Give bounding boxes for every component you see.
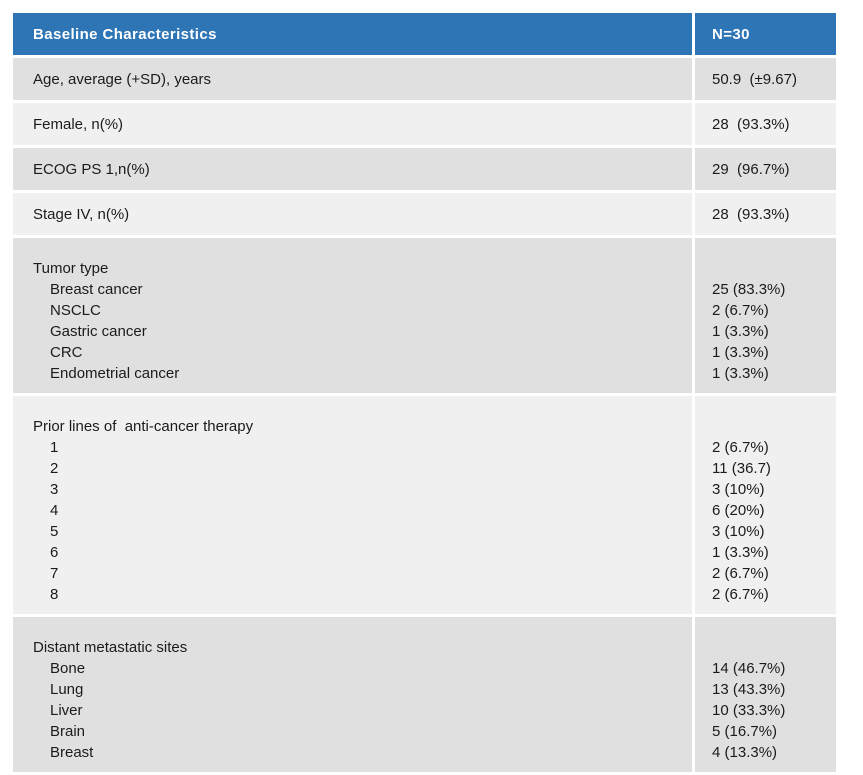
group-item-value: 1 (3.3%) (712, 344, 769, 361)
group-item-value: 3 (10%) (712, 481, 765, 498)
header-title: Baseline Characteristics (13, 13, 692, 55)
row-value: 29 (96.7%) (712, 160, 790, 178)
group-item-label: 4 (50, 502, 59, 519)
group-value-spacer (695, 416, 836, 437)
table-group-row: Tumor type Breast cancer NSCLC Gastric canc… (13, 238, 836, 393)
label-cell: Tumor type Breast cancer NSCLC Gastric canc… (13, 238, 692, 393)
group-title: Prior lines of anti-cancer therapy (33, 418, 254, 435)
group-item-value: 6 (20%) (712, 502, 765, 519)
table-row: Stage IV, n(%) 28 (93.3%) (13, 193, 836, 235)
group-item-label: Brain (50, 723, 86, 740)
value-cell: 28 (93.3%) (692, 193, 836, 235)
table-header-row: Baseline Characteristics N=30 (13, 13, 836, 55)
table-group-row: Prior lines of anti-cancer therapy 1 2 3 4 5 6… (13, 396, 836, 614)
value-cell: 14 (46.7%) 13 (43.3%) 10 (33.3%) 5 (16.7%) 4… (692, 617, 836, 772)
group-item-label: 6 (50, 544, 59, 561)
group-item-value: 25 (83.3%) (712, 281, 786, 298)
table-row: ECOG PS 1,n(%) 29 (96.7%) (13, 148, 836, 190)
group-item-value: 2 (6.7%) (712, 565, 769, 582)
value-cell: 28 (93.3%) (692, 103, 836, 145)
group-item-value: 1 (3.3%) (712, 544, 769, 561)
group-item-value: 10 (33.3%) (712, 702, 786, 719)
group-item-value: 2 (6.7%) (712, 586, 769, 603)
group-item-label: 7 (50, 565, 59, 582)
value-cell: 50.9 (±9.67) (692, 58, 836, 100)
group-item-value: 2 (6.7%) (712, 439, 769, 456)
group-item-label: NSCLC (50, 302, 101, 319)
label-cell: Female, n(%) (13, 103, 692, 145)
label-cell: Prior lines of anti-cancer therapy 1 2 3 4 5 6… (13, 396, 692, 614)
label-cell: Distant metastatic sites Bone Lung Liver Bra… (13, 617, 692, 772)
value-cell: 29 (96.7%) (692, 148, 836, 190)
table-group-row: Distant metastatic sites Bone Lung Liver Bra… (13, 617, 836, 772)
group-item-value: 13 (43.3%) (712, 681, 786, 698)
group-item-label: Breast cancer (50, 281, 143, 298)
row-label: Stage IV, n(%) (33, 205, 130, 223)
group-item-value: 5 (16.7%) (712, 723, 778, 740)
table-row: Age, average (+SD), years 50.9 (±9.67) (13, 58, 836, 100)
baseline-characteristics-table: Baseline Characteristics N=30 Age, avera… (13, 13, 836, 775)
group-item-label: Endometrial cancer (50, 365, 180, 382)
group-item-value: 2 (6.7%) (712, 302, 769, 319)
group-item-label: Lung (50, 681, 84, 698)
group-item-label: 5 (50, 523, 59, 540)
group-item-value: 4 (13.3%) (712, 744, 778, 761)
row-label: ECOG PS 1,n(%) (33, 160, 150, 178)
group-item-label: 1 (50, 439, 59, 456)
group-item-value: 11 (36.7) (712, 460, 771, 477)
table-row: Female, n(%) 28 (93.3%) (13, 103, 836, 145)
label-cell: ECOG PS 1,n(%) (13, 148, 692, 190)
group-item-label: 3 (50, 481, 59, 498)
value-cell: 2 (6.7%) 11 (36.7) 3 (10%) 6 (20%) 3 (10%) 1 … (692, 396, 836, 614)
group-item-label: Gastric cancer (50, 323, 147, 340)
group-item-value: 14 (46.7%) (712, 660, 786, 677)
label-cell: Age, average (+SD), years (13, 58, 692, 100)
row-value: 28 (93.3%) (712, 115, 790, 133)
table-body: Age, average (+SD), years 50.9 (±9.67) Fem… (13, 58, 836, 772)
group-value-spacer (695, 637, 836, 658)
group-item-value: 1 (3.3%) (712, 323, 769, 340)
group-item-label: Bone (50, 660, 86, 677)
group-title: Tumor type (33, 260, 109, 277)
group-item-label: 2 (50, 460, 59, 477)
group-value-spacer (695, 258, 836, 279)
row-value: 50.9 (±9.67) (712, 70, 797, 88)
header-n-count: N=30 (692, 13, 836, 55)
row-value: 28 (93.3%) (712, 205, 790, 223)
label-cell: Stage IV, n(%) (13, 193, 692, 235)
group-item-label: Liver (50, 702, 83, 719)
group-item-value: 1 (3.3%) (712, 365, 769, 382)
value-cell: 25 (83.3%) 2 (6.7%) 1 (3.3%) 1 (3.3%) 1 (3.3… (692, 238, 836, 393)
group-item-label: 8 (50, 586, 59, 603)
row-label: Female, n(%) (33, 115, 124, 133)
group-item-label: Breast (50, 744, 94, 761)
row-label: Age, average (+SD), years (33, 70, 212, 88)
group-item-label: CRC (50, 344, 83, 361)
group-title: Distant metastatic sites (33, 639, 188, 656)
group-item-value: 3 (10%) (712, 523, 765, 540)
